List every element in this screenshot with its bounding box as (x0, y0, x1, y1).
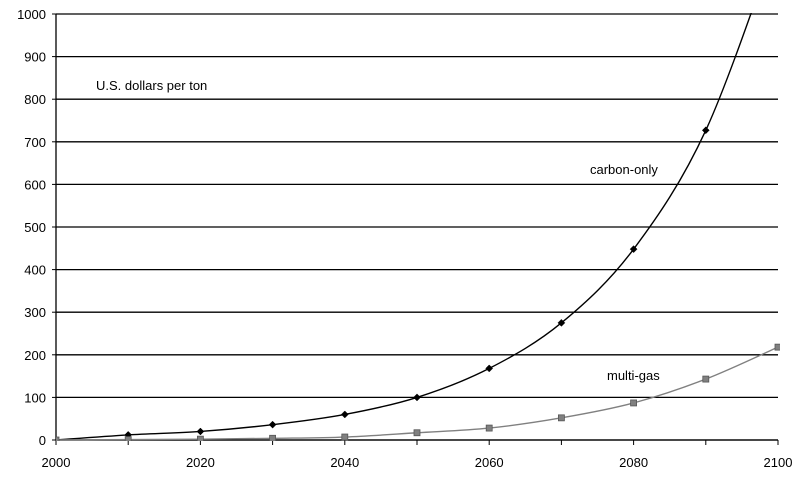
y-tick-label: 300 (24, 305, 46, 320)
y-tick-label: 700 (24, 135, 46, 150)
y-axis: 0 100 200 300 400 500 600 700 800 900 1000 (17, 7, 57, 448)
data-point-multi-gas (413, 429, 421, 437)
y-tick-label: 600 (24, 177, 46, 192)
y-tick-label: 400 (24, 263, 46, 278)
data-point-multi-gas (269, 434, 277, 441)
data-point-multi-gas (341, 433, 349, 441)
data-point-multi-gas (702, 375, 710, 383)
data-point-carbon-only (485, 364, 494, 373)
x-tick-label: 2020 (186, 455, 215, 470)
series-label-multi-gas: multi-gas (607, 368, 660, 383)
x-axis: 2000 2020 2040 2060 2080 2100 (42, 439, 793, 470)
data-point-carbon-only (557, 318, 566, 327)
y-tick-label: 0 (39, 433, 46, 448)
series-carbon-only (56, 13, 752, 441)
x-tick-label: 2080 (619, 455, 648, 470)
data-point-multi-gas (196, 435, 204, 441)
y-tick-label: 1000 (17, 7, 46, 22)
y-tick-label: 900 (24, 50, 46, 65)
data-point-multi-gas (630, 399, 637, 407)
data-point-carbon-only (413, 393, 421, 402)
data-point-carbon-only (701, 126, 710, 135)
series-group (56, 13, 780, 441)
y-tick-label: 800 (24, 92, 46, 107)
y-axis-unit-label: U.S. dollars per ton (96, 78, 207, 93)
x-tick-label: 2040 (330, 455, 359, 470)
y-tick-label: 500 (24, 220, 46, 235)
data-point-multi-gas (774, 343, 780, 351)
x-tick-label: 2060 (475, 455, 504, 470)
series-label-carbon-only: carbon-only (590, 162, 658, 177)
data-point-carbon-only (340, 410, 349, 419)
gridlines (56, 13, 778, 441)
x-tick-label: 2100 (764, 455, 793, 470)
series-line-carbon-only (56, 13, 752, 441)
data-point-multi-gas (485, 424, 493, 432)
data-point-multi-gas (124, 436, 132, 441)
y-tick-label: 200 (24, 348, 46, 363)
y-tick-label: 100 (24, 390, 46, 405)
series-multi-gas (56, 343, 780, 441)
x-tick-label: 2000 (42, 455, 71, 470)
data-point-multi-gas (56, 436, 60, 441)
data-point-multi-gas (558, 414, 565, 422)
data-point-carbon-only (196, 427, 205, 436)
data-point-carbon-only (268, 420, 277, 429)
data-point-carbon-only (629, 245, 638, 254)
